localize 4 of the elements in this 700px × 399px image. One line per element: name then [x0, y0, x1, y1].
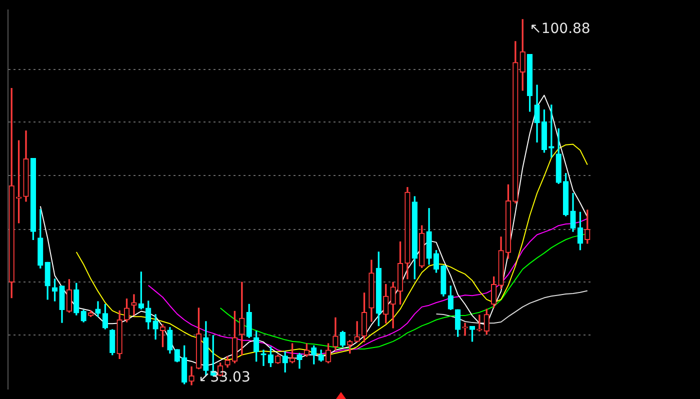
candlestick [462, 322, 468, 336]
candlestick [239, 282, 245, 356]
annotation: ↖100.88 [530, 21, 590, 38]
annotation: ↙33.03 [198, 370, 250, 386]
